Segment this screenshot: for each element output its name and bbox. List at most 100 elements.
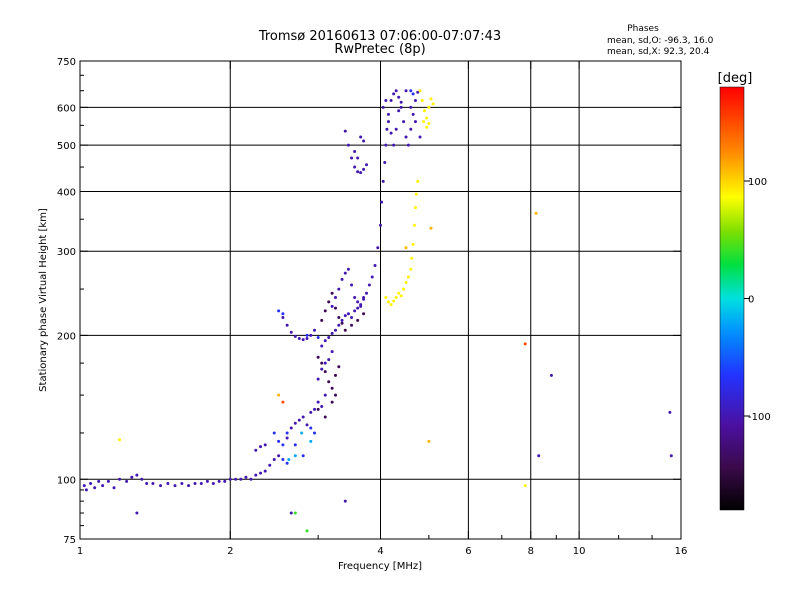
data-point [277,439,281,443]
data-point [281,457,285,461]
data-point [301,338,305,342]
data-point [356,306,360,310]
data-point [333,373,337,377]
data-point [173,484,177,488]
data-point [523,484,527,488]
data-point [277,454,281,458]
data-point [289,330,293,334]
data-point [309,410,313,414]
colorbar: [deg] 100 0 -100 [718,71,771,511]
data-point [402,287,406,291]
data-point [422,109,426,113]
data-point [381,105,385,109]
data-point [343,499,347,503]
data-point [323,361,327,365]
data-point [297,418,301,422]
data-point [362,139,366,143]
data-point [84,488,88,492]
data-point [429,97,433,101]
y-tick-label: 600 [57,103,76,114]
data-point [340,277,344,281]
x-tick-label: 10 [573,546,586,557]
data-point [523,342,527,346]
data-point [327,380,331,384]
data-point [330,291,334,295]
data-point [389,99,393,103]
data-point [320,361,324,365]
colorbar-label: [deg] [718,71,753,86]
data-point [333,328,337,332]
chart-title: Tromsø 20160613 07:06:00-07:07:43 [258,29,501,44]
data-point [404,89,408,93]
data-point [362,167,366,171]
data-point [343,271,347,275]
data-point [404,246,408,250]
data-point [320,367,324,371]
data-point [425,125,429,129]
data-point [228,477,232,481]
data-point [413,223,417,227]
data-point [301,454,305,458]
data-point [411,92,415,96]
y-tick-label: 500 [57,141,76,152]
data-point [239,477,243,481]
data-point [392,92,396,96]
data-point [356,170,360,174]
data-point [93,486,97,490]
data-point [427,439,431,443]
y-axis: 75 100 200 300 400 500 600 750 [57,57,681,546]
data-point [211,481,215,485]
data-point [323,393,327,397]
data-point [429,226,433,230]
colorbar-tick-label: -100 [748,412,771,423]
data-point [353,309,357,313]
data-point [416,90,420,94]
data-point [337,323,341,327]
data-point [259,445,263,449]
colorbar-tick-label: 0 [748,295,754,306]
data-point [668,410,672,414]
data-point [356,318,360,322]
data-point [385,127,389,131]
data-point [414,192,418,196]
y-tick-label: 300 [57,247,76,258]
data-point [316,335,320,339]
data-point [337,315,341,319]
data-point [293,443,297,447]
x-tick-label: 4 [377,546,383,557]
data-point [285,431,289,435]
data-point [305,423,309,427]
data-point [333,296,337,300]
data-point [327,358,331,362]
x-axis-label: Frequency [MHz] [338,561,422,572]
data-point [259,471,263,475]
data-point [420,99,424,103]
data-point [320,404,324,408]
x-tick-label: 8 [528,546,534,557]
data-point [82,484,86,488]
data-point [330,350,334,354]
data-point [323,370,327,374]
y-tick-label: 750 [57,57,76,68]
data-point [359,304,363,308]
data-point [118,477,122,481]
data-point [411,112,415,116]
data-point [205,479,209,483]
data-point [305,529,309,533]
data-point [316,355,320,359]
data-point [392,299,396,303]
data-point [337,365,341,369]
y-tick-label: 400 [57,187,76,198]
data-point [409,105,413,109]
data-point [285,461,289,465]
data-point [309,333,313,337]
data-point [312,328,316,332]
data-point [320,344,324,348]
data-point [289,511,293,515]
data-point [272,431,276,435]
data-point [669,454,673,458]
y-tick-label: 200 [57,331,76,342]
y-tick-label: 75 [63,535,76,546]
data-point [394,89,398,93]
data-point [362,312,366,316]
